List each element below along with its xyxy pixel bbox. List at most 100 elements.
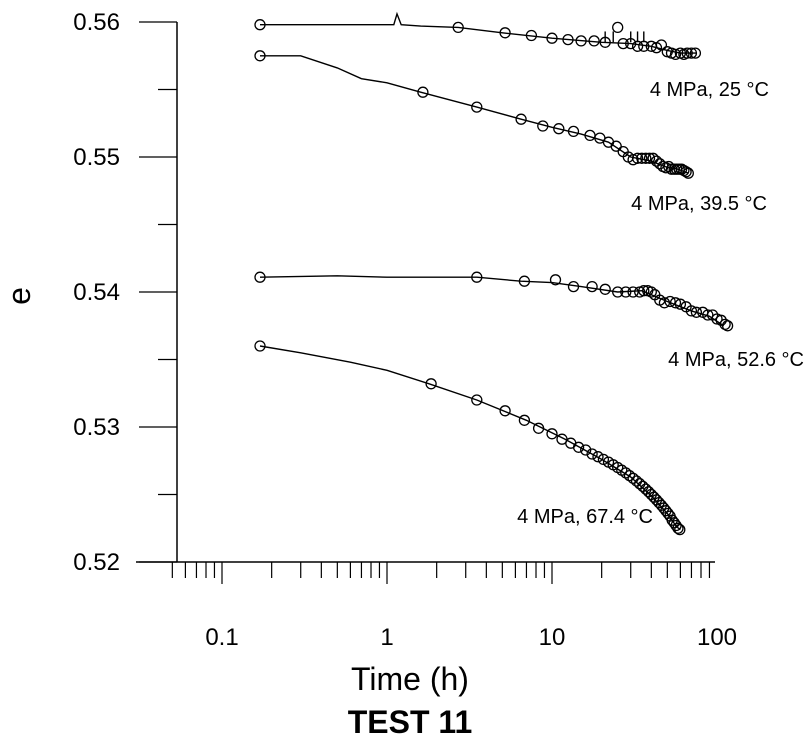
data-point-marker <box>471 101 483 113</box>
data-point-marker <box>567 125 580 138</box>
data-point-marker <box>452 21 464 34</box>
data-point-marker <box>518 275 531 287</box>
data-point-marker <box>627 154 639 166</box>
data-point-marker <box>532 422 545 434</box>
data-point-marker <box>647 152 659 164</box>
series-label: 4 MPa, 39.5 °C <box>631 193 767 215</box>
chart-title: TEST 11 <box>348 704 473 740</box>
y-tick-label: 0.54 <box>73 279 120 306</box>
data-point-marker <box>669 48 682 61</box>
series-line <box>260 11 697 54</box>
data-point-marker <box>664 295 676 308</box>
data-point-marker <box>499 27 511 39</box>
data-point-marker <box>672 522 684 534</box>
data-point-marker <box>592 451 604 463</box>
x-axis-title: Time (h) <box>351 661 469 697</box>
data-point-marker <box>658 297 671 309</box>
data-point-marker <box>565 437 577 449</box>
data-point-marker <box>721 320 734 332</box>
data-point-marker <box>636 152 648 164</box>
data-point-marker <box>575 35 587 47</box>
data-point-marker <box>638 40 650 52</box>
markers <box>254 19 734 536</box>
x-tick-label: 1 <box>380 624 393 651</box>
data-point-marker <box>588 35 600 47</box>
data-point-marker <box>674 523 686 536</box>
x-tick-label: 0.1 <box>205 624 238 651</box>
series-line <box>259 275 725 327</box>
data-point-marker <box>599 283 611 295</box>
data-point-marker <box>702 309 714 321</box>
data-point-marker <box>499 405 511 417</box>
data-point-marker <box>625 37 637 50</box>
data-point-marker <box>425 378 437 390</box>
data-point-marker <box>642 486 655 498</box>
data-point-marker <box>254 50 266 62</box>
x-tick-label: 100 <box>697 624 737 651</box>
data-point-marker <box>471 271 483 283</box>
data-point-marker <box>620 286 632 298</box>
data-point-marker <box>643 152 656 164</box>
data-point-marker <box>627 286 639 298</box>
ticks <box>139 21 711 584</box>
data-point-marker <box>254 271 266 283</box>
data-point-marker <box>549 274 562 286</box>
data-point-marker <box>471 394 483 406</box>
data-point-marker <box>631 152 644 164</box>
data-point-marker <box>562 33 574 46</box>
data-point-marker <box>640 483 652 495</box>
data-point-marker <box>580 444 592 456</box>
data-point-marker <box>254 19 266 31</box>
data-point-marker <box>515 113 527 125</box>
series-line <box>259 345 681 531</box>
data-point-marker <box>637 480 649 493</box>
data-point-marker <box>567 280 580 293</box>
x-tick-label: 10 <box>539 624 566 651</box>
tick-labels: 0.1 1 10 100 0.52 0.53 0.54 0.55 0.56 <box>73 9 737 651</box>
data-point-marker <box>586 280 598 293</box>
data-point-marker <box>640 152 652 164</box>
y-tick-label: 0.52 <box>73 549 120 576</box>
data-point-marker <box>663 160 675 173</box>
data-point-marker <box>690 306 703 318</box>
series-line <box>260 55 689 174</box>
data-point-marker <box>620 467 632 479</box>
data-point-marker <box>655 39 668 51</box>
data-point-marker <box>553 123 565 135</box>
data-point-marker <box>254 340 266 352</box>
data-point-marker <box>682 167 694 179</box>
data-point-marker <box>645 286 657 298</box>
data-point-marker <box>715 314 727 326</box>
data-point-marker <box>572 441 585 453</box>
data-point-marker <box>546 428 558 440</box>
y-tick-label: 0.55 <box>73 144 120 171</box>
data-point-marker <box>586 448 598 460</box>
data-point-marker <box>670 519 682 532</box>
data-point-marker <box>681 47 693 59</box>
data-point-marker <box>638 285 650 297</box>
y-tick-label: 0.53 <box>73 414 120 441</box>
series-label: 4 MPa, 67.4 °C <box>517 506 653 528</box>
data-point-marker <box>525 29 538 42</box>
data-point-marker <box>669 297 682 309</box>
series-labels: 4 MPa, 25 °C 4 MPa, 39.5 °C 4 MPa, 52.6 °C… <box>517 79 804 528</box>
data-point-marker <box>685 47 698 59</box>
data-point-marker <box>680 166 692 178</box>
data-point-marker <box>518 414 531 426</box>
y-tick-label: 0.56 <box>73 9 120 36</box>
series-label: 4 MPa, 25 °C <box>650 79 769 101</box>
data-point-marker <box>634 478 646 490</box>
y-axis-title: e <box>1 287 37 305</box>
data-point-marker <box>612 286 624 298</box>
data-point-marker <box>537 120 549 132</box>
data-point-marker <box>630 475 643 487</box>
data-point-marker <box>689 47 702 59</box>
data-point-marker <box>623 469 636 482</box>
data-point-marker <box>599 36 611 48</box>
data-point-marker <box>546 32 558 44</box>
data-point-marker <box>417 86 429 98</box>
data-point-marker <box>685 305 698 317</box>
data-point-marker <box>674 298 687 310</box>
data-point-marker <box>617 37 629 50</box>
